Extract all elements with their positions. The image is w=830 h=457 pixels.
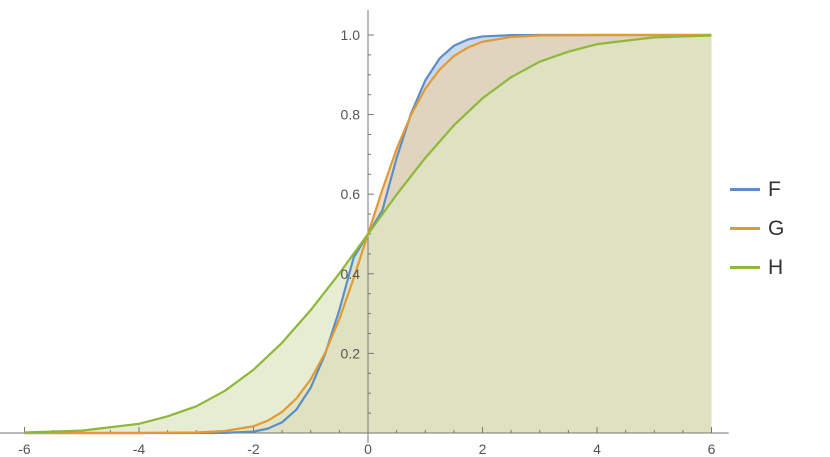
series-lines [24,33,712,435]
legend-label: G [768,216,785,240]
y-tick-label: 0.2 [341,345,361,361]
y-tick-label: 0.4 [341,266,361,282]
x-tick-label: -6 [18,441,31,457]
legend-swatch [730,227,760,230]
x-tick-label: 2 [479,441,487,457]
legend-label: F [768,177,781,201]
x-tick-label: -4 [133,441,146,457]
x-tick-label: 4 [593,441,601,457]
tick-labels: -6 -4 -2 0 2 4 6 0.2 0.4 0.6 0.8 1.0 [18,27,715,457]
legend-swatch [730,266,760,269]
legend-item: G [730,209,826,248]
legend-item: F [730,170,826,209]
legend-swatch [730,188,760,191]
series-h-line [24,34,712,434]
y-tick-label: 0.6 [341,186,361,202]
x-tick-label: 0 [364,441,372,457]
legend-item: H [730,248,826,287]
y-tick-label: 0.8 [341,107,361,123]
y-tick-label: 1.0 [341,27,361,43]
legend-label: H [768,255,784,279]
x-tick-label: 6 [708,441,716,457]
x-tick-label: -2 [247,441,260,457]
